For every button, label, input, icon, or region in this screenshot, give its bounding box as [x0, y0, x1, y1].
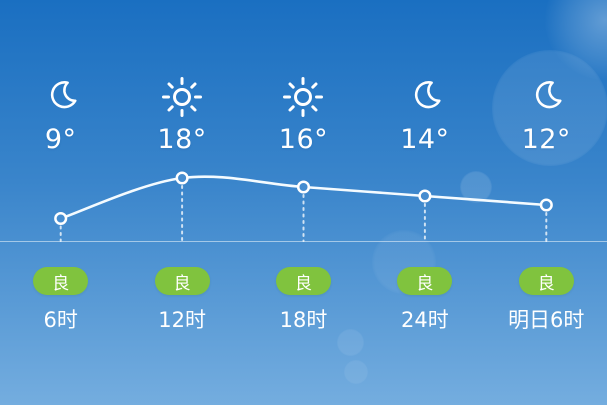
- temperature-value: 18°: [157, 124, 207, 155]
- time-label: 明日6时: [508, 308, 585, 332]
- temperature-row: 9° 18° 16° 14° 12°: [0, 124, 607, 156]
- aqi-badge[interactable]: 良: [275, 267, 331, 295]
- time-label: 6时: [43, 308, 78, 332]
- aqi-badge[interactable]: 良: [154, 267, 210, 295]
- lens-flare-glow: [545, 0, 607, 80]
- chart-data-point: [54, 211, 68, 226]
- bokeh-circle: [344, 360, 368, 384]
- condition-icon-row: [0, 72, 607, 122]
- chart-data-point: [539, 198, 553, 212]
- temperature-value: 14°: [400, 124, 450, 155]
- time-label: 12时: [158, 308, 206, 332]
- moon-icon: [42, 72, 80, 122]
- time-label: 18时: [279, 308, 328, 332]
- temperature-trend-chart: [54, 171, 553, 242]
- baseline-divider: [0, 241, 607, 242]
- aqi-badge[interactable]: 良: [33, 267, 89, 295]
- aqi-badge[interactable]: 良: [397, 267, 453, 295]
- time-label-row: 6时 12时 18时 24时 明日6时: [0, 306, 607, 334]
- forecast-column-2: [121, 72, 242, 122]
- temperature-value: 16°: [278, 124, 329, 155]
- moon-icon: [406, 72, 444, 122]
- aqi-badge-row: 良 良 良 良 良: [0, 267, 607, 295]
- forecast-column-5: [486, 72, 607, 122]
- forecast-column-4: [364, 72, 485, 122]
- moon-icon: [527, 72, 565, 122]
- sun-icon: [160, 72, 204, 122]
- sun-icon: [281, 72, 325, 122]
- chart-data-point: [418, 189, 432, 203]
- forecast-column-3: [243, 72, 364, 122]
- forecast-column-1: [0, 72, 121, 122]
- aqi-badge[interactable]: 良: [518, 267, 574, 295]
- chart-data-point: [175, 171, 189, 185]
- time-label: 24时: [401, 308, 449, 332]
- temperature-value: 9°: [44, 124, 77, 155]
- chart-data-point: [296, 180, 311, 194]
- temperature-value: 12°: [521, 124, 571, 155]
